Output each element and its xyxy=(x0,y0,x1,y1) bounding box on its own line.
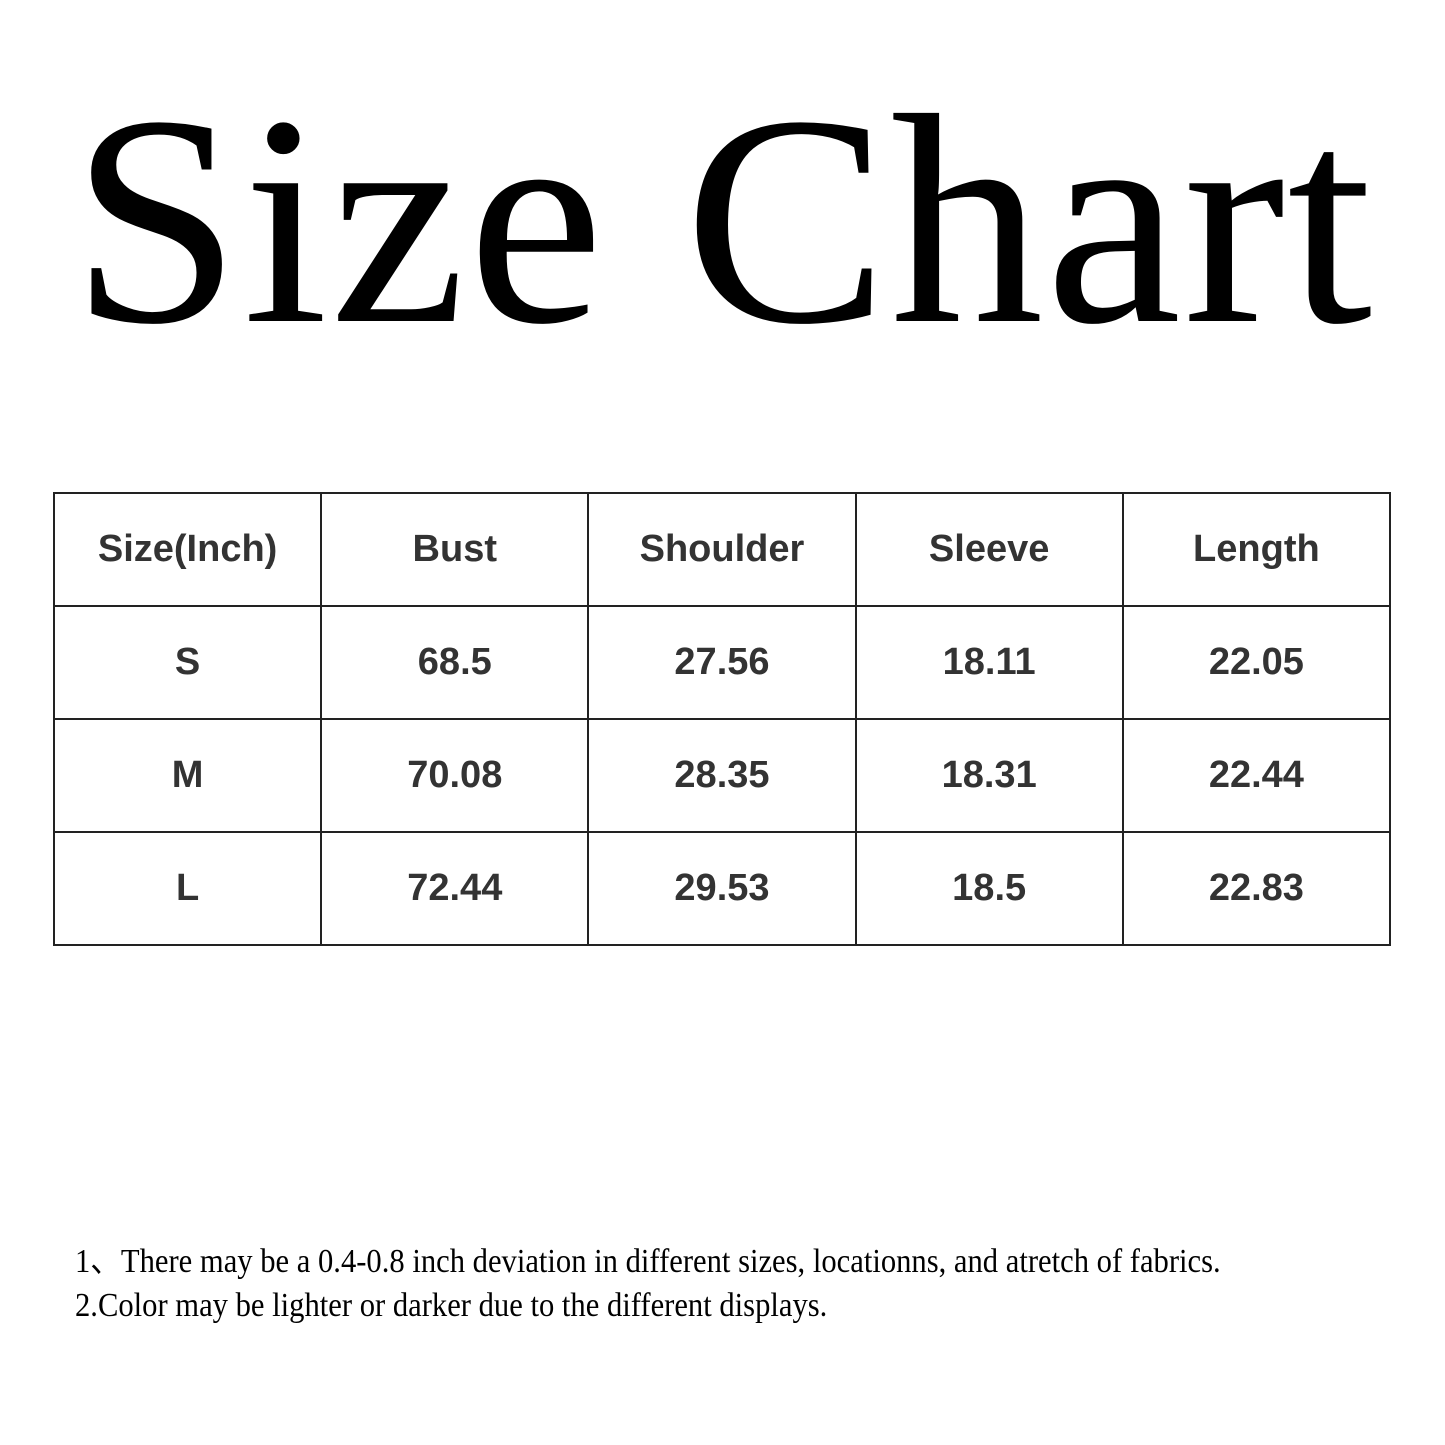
table-cell: 72.44 xyxy=(320,831,590,946)
table-cell: 22.44 xyxy=(1121,718,1392,833)
table-cell: 18.11 xyxy=(854,605,1124,720)
table-cell: 28.35 xyxy=(587,718,857,833)
table-cell: 18.31 xyxy=(854,718,1124,833)
header-cell: Size(Inch) xyxy=(52,492,323,607)
table-cell: 22.83 xyxy=(1121,831,1392,946)
table-row: M 70.08 28.35 18.31 22.44 xyxy=(52,718,1392,833)
table-cell: 18.5 xyxy=(854,831,1124,946)
footnotes: 1、There may be a 0.4-0.8 inch deviation … xyxy=(75,1240,1221,1328)
size-table: Size(Inch) Bust Shoulder Sleeve Length S… xyxy=(52,492,1392,946)
table-cell: 29.53 xyxy=(587,831,857,946)
table-cell: S xyxy=(52,605,323,720)
page-title: Size Chart xyxy=(70,54,1375,386)
table-cell: 68.5 xyxy=(320,605,590,720)
footnote: 2.Color may be lighter or darker due to … xyxy=(75,1287,828,1324)
table-header-row: Size(Inch) Bust Shoulder Sleeve Length xyxy=(52,492,1392,607)
header-cell: Length xyxy=(1121,492,1392,607)
table-row: S 68.5 27.56 18.11 22.05 xyxy=(52,605,1392,720)
footnote: 1、There may be a 0.4-0.8 inch deviation … xyxy=(75,1243,1221,1280)
header-cell: Bust xyxy=(320,492,590,607)
table-cell: 70.08 xyxy=(320,718,590,833)
header-cell: Shoulder xyxy=(587,492,857,607)
table-cell: 27.56 xyxy=(587,605,857,720)
table-cell: 22.05 xyxy=(1121,605,1392,720)
table-cell: L xyxy=(52,831,323,946)
table-row: L 72.44 29.53 18.5 22.83 xyxy=(52,831,1392,946)
table-cell: M xyxy=(52,718,323,833)
header-cell: Sleeve xyxy=(854,492,1124,607)
